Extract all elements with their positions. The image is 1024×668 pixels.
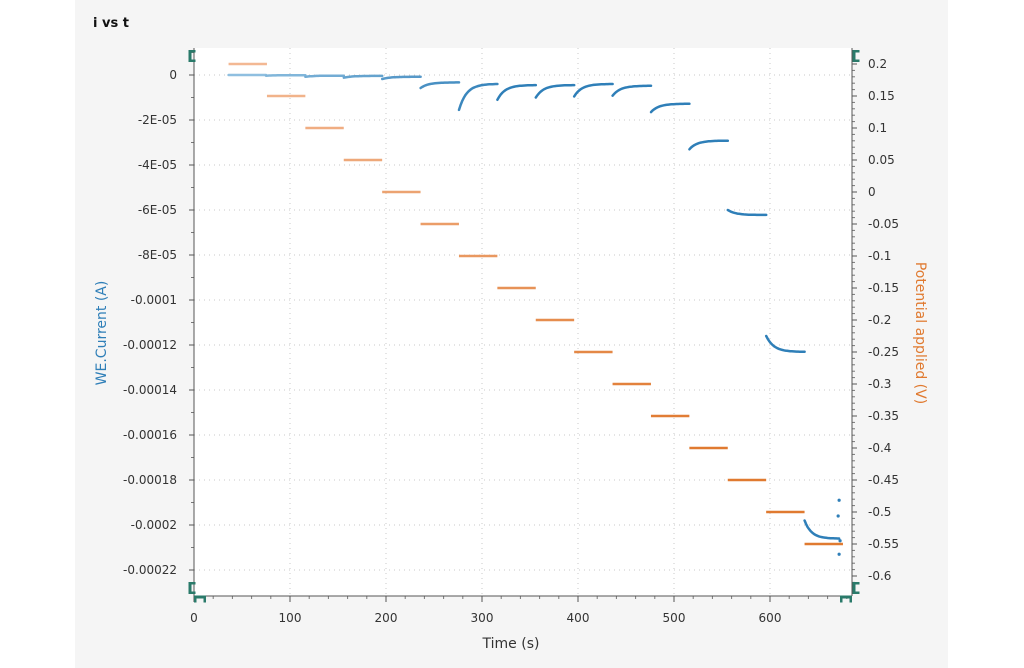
handle-bar <box>852 582 856 594</box>
handle-cap <box>188 582 196 585</box>
x-tick-label: 400 <box>567 611 590 625</box>
handle-cap <box>203 595 206 603</box>
handle-cap <box>188 50 196 53</box>
current-segment <box>572 82 614 98</box>
y2-tick-label: -0.4 <box>868 441 891 455</box>
handle-cap <box>188 591 196 594</box>
y-tick-label: -4E-05 <box>138 158 177 172</box>
y-tick-label: 0 <box>169 68 177 82</box>
handle-cap <box>852 59 860 62</box>
y2-tick-label: -0.25 <box>868 345 899 359</box>
x-tick-label: 600 <box>759 611 782 625</box>
y2-tick-label: -0.2 <box>868 313 891 327</box>
y-tick-label: -0.00012 <box>123 338 177 352</box>
potential-series <box>228 62 843 546</box>
current-segment <box>649 102 691 114</box>
current-segment <box>264 73 307 77</box>
y2-tick-label: -0.6 <box>868 569 891 583</box>
y-tick-label: -2E-05 <box>138 113 177 127</box>
handle-bar <box>188 50 192 62</box>
y2-tick-label: -0.5 <box>868 505 891 519</box>
plot-area <box>194 48 852 596</box>
current-segment <box>688 139 730 151</box>
y2-tick-label: -0.1 <box>868 249 891 263</box>
y-tick-label: -6E-05 <box>138 203 177 217</box>
y2-tick-label: -0.35 <box>868 409 899 423</box>
y2-tick-label: 0.2 <box>868 57 887 71</box>
y-tick-label: -8E-05 <box>138 248 177 262</box>
current-segment <box>611 84 653 97</box>
y-axis-top-handle[interactable] <box>188 50 196 62</box>
x-axis-right-handle[interactable] <box>840 595 852 603</box>
current-point <box>838 539 842 543</box>
y2-tick-label: 0 <box>868 185 876 199</box>
x-tick-label: 500 <box>663 611 686 625</box>
x-tick-label: 200 <box>375 611 398 625</box>
current-point <box>837 552 841 556</box>
y2-tick-label: -0.55 <box>868 537 899 551</box>
handle-bar <box>188 582 192 594</box>
y2-axis-label: Potential applied (V) <box>912 262 928 404</box>
current-segment <box>496 83 538 102</box>
current-segment <box>726 208 768 217</box>
handle-cap <box>852 591 860 594</box>
handle-cap <box>188 59 196 62</box>
grid <box>194 48 852 596</box>
y-tick-label: -0.00016 <box>123 428 177 442</box>
current-segment <box>419 81 461 90</box>
current-segment <box>342 74 384 79</box>
y2-axis-top-handle[interactable] <box>852 50 860 62</box>
y-tick-label: -0.00014 <box>123 383 177 397</box>
y-tick-label: -0.00022 <box>123 563 177 577</box>
handle-cap <box>194 595 197 603</box>
handle-cap <box>852 50 860 53</box>
current-segment <box>534 83 576 99</box>
y-axis-bottom-handle[interactable] <box>188 582 196 594</box>
y-tick-label: -0.00018 <box>123 473 177 487</box>
handle-bar <box>194 595 206 599</box>
y2-tick-label: 0.15 <box>868 89 895 103</box>
y-tick-label: -0.0002 <box>131 518 177 532</box>
handle-cap <box>840 595 843 603</box>
chart-title: i vs t <box>93 16 129 31</box>
y2-tick-label: -0.45 <box>868 473 899 487</box>
y2-tick-label: 0.1 <box>868 121 887 135</box>
current-segment <box>380 75 422 81</box>
current-segment <box>457 82 499 112</box>
axes <box>189 48 857 602</box>
current-point <box>837 498 841 502</box>
y-tick-label: -0.0001 <box>131 293 177 307</box>
y2-tick-label: -0.05 <box>868 217 899 231</box>
x-tick-label: 300 <box>471 611 494 625</box>
x-axis-left-handle[interactable] <box>194 595 206 603</box>
y2-tick-label: -0.15 <box>868 281 899 295</box>
handle-bar <box>840 595 852 599</box>
current-series <box>227 73 842 556</box>
y2-tick-label: 0.05 <box>868 153 895 167</box>
current-segment <box>764 334 806 354</box>
axis-handles[interactable] <box>188 50 860 603</box>
x-tick-label: 100 <box>279 611 302 625</box>
y-axis-label: WE.Current (A) <box>94 281 110 386</box>
handle-bar <box>852 50 856 62</box>
handle-cap <box>849 595 852 603</box>
current-segment <box>304 74 346 79</box>
current-segment <box>803 519 841 540</box>
x-axis-label: Time (s) <box>482 636 540 652</box>
x-tick-label: 0 <box>190 611 198 625</box>
current-point <box>836 514 840 518</box>
y2-tick-label: -0.3 <box>868 377 891 391</box>
ticks: 0 100 200 300 400 500 600 0 -2E-05 -4E-05 -6E-05 -8… <box>123 57 899 625</box>
handle-cap <box>852 582 860 585</box>
y2-axis-bottom-handle[interactable] <box>852 582 860 594</box>
